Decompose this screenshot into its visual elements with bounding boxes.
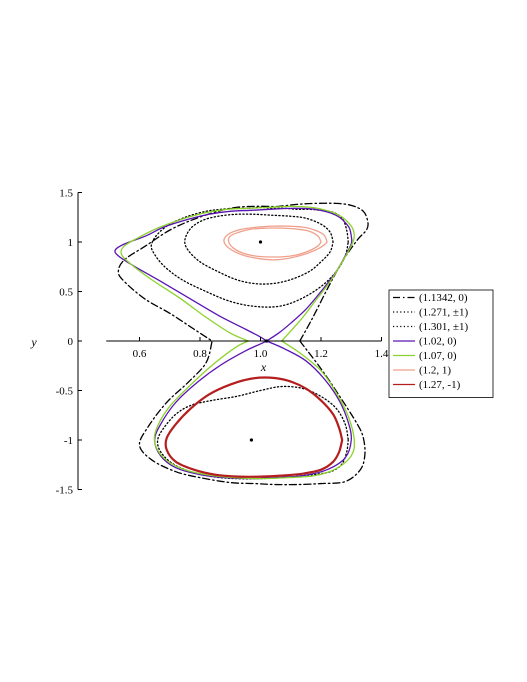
- legend-label: (1.301, ±1): [419, 321, 468, 333]
- x-axis-title: x: [260, 360, 267, 374]
- equilibrium-layer: [249, 240, 269, 442]
- series-line: [164, 376, 344, 478]
- equilibrium-point: [258, 240, 263, 244]
- x-tick-label: 1.0: [254, 348, 268, 360]
- x-tick-label: 1.4: [375, 348, 389, 360]
- trajectory-layer: [114, 202, 369, 486]
- legend-label: (1.271, ±1): [419, 307, 468, 319]
- legend-label: (1.1342, 0): [419, 292, 468, 304]
- y-axis-title: y: [30, 335, 37, 349]
- equilibrium-point: [249, 438, 254, 442]
- legend-label: (1.07, 0): [419, 350, 457, 362]
- series-line: [153, 340, 352, 480]
- series-line: [184, 213, 334, 285]
- y-tick-label: -1.5: [56, 485, 74, 497]
- y-tick-label: -0.5: [56, 386, 74, 398]
- x-tick-label: 1.2: [314, 348, 328, 360]
- series-line: [153, 340, 356, 480]
- legend-label: (1.27, -1): [419, 379, 461, 391]
- series-line: [117, 202, 369, 342]
- x-tick-label: 0.6: [133, 348, 147, 360]
- series-line: [223, 225, 328, 261]
- series-line: [120, 205, 355, 342]
- y-tick-label: 0: [68, 336, 74, 348]
- y-tick-label: 0.5: [59, 287, 73, 299]
- legend: (1.1342, 0) (1.271, ±1) (1.301, ±1) (1.02, …: [388, 289, 494, 398]
- legend-label: (1.2, 1): [419, 365, 451, 377]
- y-tick-label: -1: [64, 435, 73, 447]
- series-line: [227, 227, 322, 258]
- legend-box: [388, 289, 494, 398]
- series-line: [156, 385, 349, 480]
- y-tick-label: 1: [68, 237, 74, 249]
- x-tick-label: 0.8: [193, 348, 207, 360]
- series-line: [138, 340, 366, 486]
- legend-label: (1.02, 0): [419, 336, 457, 348]
- series-line: [114, 207, 353, 342]
- y-tick-label: 1.5: [59, 188, 73, 200]
- axes-layer: x y 0.6 0.8 1.0 1.2 1.4 -1.5 -1 -0.5 0 0.5 1 1.5: [30, 188, 389, 497]
